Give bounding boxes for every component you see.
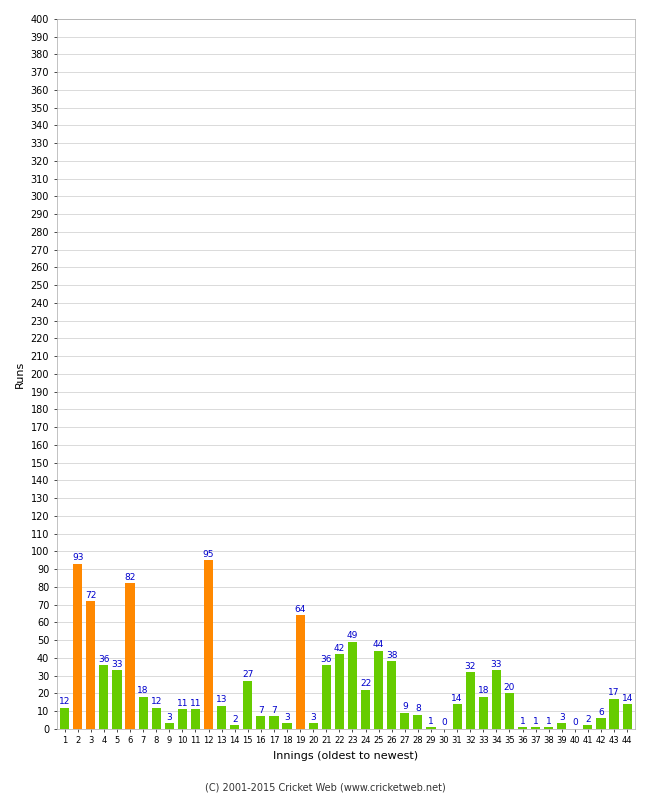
Text: 72: 72 [85, 590, 96, 600]
Text: 33: 33 [491, 660, 502, 669]
Bar [348, 642, 357, 729]
Bar [191, 710, 200, 729]
Bar [426, 727, 436, 729]
Text: 11: 11 [190, 699, 202, 708]
Bar [86, 601, 96, 729]
Text: 13: 13 [216, 695, 228, 704]
Text: 42: 42 [333, 644, 345, 653]
Text: 11: 11 [177, 699, 188, 708]
Text: (C) 2001-2015 Cricket Web (www.cricketweb.net): (C) 2001-2015 Cricket Web (www.cricketwe… [205, 782, 445, 792]
Text: 32: 32 [465, 662, 476, 670]
Bar [597, 718, 606, 729]
Text: 3: 3 [166, 713, 172, 722]
Bar [217, 706, 226, 729]
Text: 18: 18 [137, 686, 149, 695]
Bar [309, 723, 318, 729]
Bar [492, 670, 501, 729]
Text: 0: 0 [572, 718, 578, 727]
Bar [400, 713, 410, 729]
Text: 7: 7 [258, 706, 264, 715]
Text: 8: 8 [415, 704, 421, 713]
Bar [151, 707, 161, 729]
Bar [361, 690, 370, 729]
Bar [99, 665, 109, 729]
Text: 36: 36 [320, 654, 332, 663]
Text: 9: 9 [402, 702, 408, 711]
Text: 3: 3 [559, 713, 565, 722]
Text: 44: 44 [373, 640, 384, 650]
Bar [269, 716, 279, 729]
Text: 3: 3 [310, 713, 316, 722]
Bar [623, 704, 632, 729]
Text: 93: 93 [72, 554, 83, 562]
Bar [335, 654, 344, 729]
Bar [452, 704, 462, 729]
Text: 36: 36 [98, 654, 110, 663]
Bar [531, 727, 540, 729]
Bar [322, 665, 331, 729]
Text: 38: 38 [386, 651, 397, 660]
Text: 2: 2 [232, 715, 237, 724]
Text: 27: 27 [242, 670, 254, 679]
Bar [505, 694, 514, 729]
Bar [296, 615, 305, 729]
Text: 6: 6 [598, 708, 604, 717]
Bar [256, 716, 265, 729]
Bar [178, 710, 187, 729]
Text: 49: 49 [346, 631, 358, 641]
Text: 1: 1 [546, 717, 552, 726]
Bar [204, 560, 213, 729]
Bar [243, 681, 252, 729]
Bar [557, 723, 566, 729]
Text: 12: 12 [59, 697, 70, 706]
Text: 14: 14 [451, 694, 463, 702]
Bar [230, 726, 239, 729]
Bar [164, 723, 174, 729]
Bar [374, 650, 383, 729]
X-axis label: Innings (oldest to newest): Innings (oldest to newest) [274, 751, 419, 761]
Text: 7: 7 [271, 706, 277, 715]
Text: 95: 95 [203, 550, 215, 559]
Text: 18: 18 [478, 686, 489, 695]
Bar [413, 714, 423, 729]
Bar [387, 662, 396, 729]
Bar [478, 697, 488, 729]
Text: 1: 1 [533, 717, 538, 726]
Text: 20: 20 [504, 683, 515, 692]
Text: 17: 17 [608, 688, 620, 698]
Bar [138, 697, 148, 729]
Bar [518, 727, 527, 729]
Text: 33: 33 [111, 660, 123, 669]
Text: 1: 1 [519, 717, 525, 726]
Text: 0: 0 [441, 718, 447, 727]
Bar [465, 672, 474, 729]
Bar [73, 564, 83, 729]
Bar [125, 583, 135, 729]
Y-axis label: Runs: Runs [15, 360, 25, 387]
Text: 12: 12 [151, 697, 162, 706]
Bar [610, 698, 619, 729]
Text: 22: 22 [360, 679, 371, 688]
Bar [544, 727, 553, 729]
Text: 1: 1 [428, 717, 434, 726]
Text: 3: 3 [284, 713, 290, 722]
Text: 64: 64 [294, 605, 305, 614]
Bar [60, 707, 70, 729]
Text: 14: 14 [621, 694, 633, 702]
Bar [583, 726, 593, 729]
Bar [112, 670, 122, 729]
Text: 82: 82 [124, 573, 136, 582]
Text: 2: 2 [585, 715, 591, 724]
Bar [283, 723, 292, 729]
